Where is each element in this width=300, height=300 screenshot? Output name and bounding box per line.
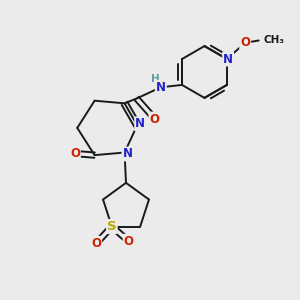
Text: N: N bbox=[135, 117, 145, 130]
Text: O: O bbox=[124, 235, 134, 248]
Text: N: N bbox=[122, 148, 133, 160]
Text: CH₃: CH₃ bbox=[264, 35, 285, 46]
Text: O: O bbox=[70, 147, 80, 160]
Text: N: N bbox=[156, 81, 166, 94]
Text: O: O bbox=[149, 112, 159, 126]
Text: N: N bbox=[223, 52, 233, 65]
Text: O: O bbox=[91, 237, 101, 250]
Text: O: O bbox=[240, 36, 250, 49]
Text: S: S bbox=[107, 220, 117, 233]
Text: H: H bbox=[151, 74, 160, 84]
